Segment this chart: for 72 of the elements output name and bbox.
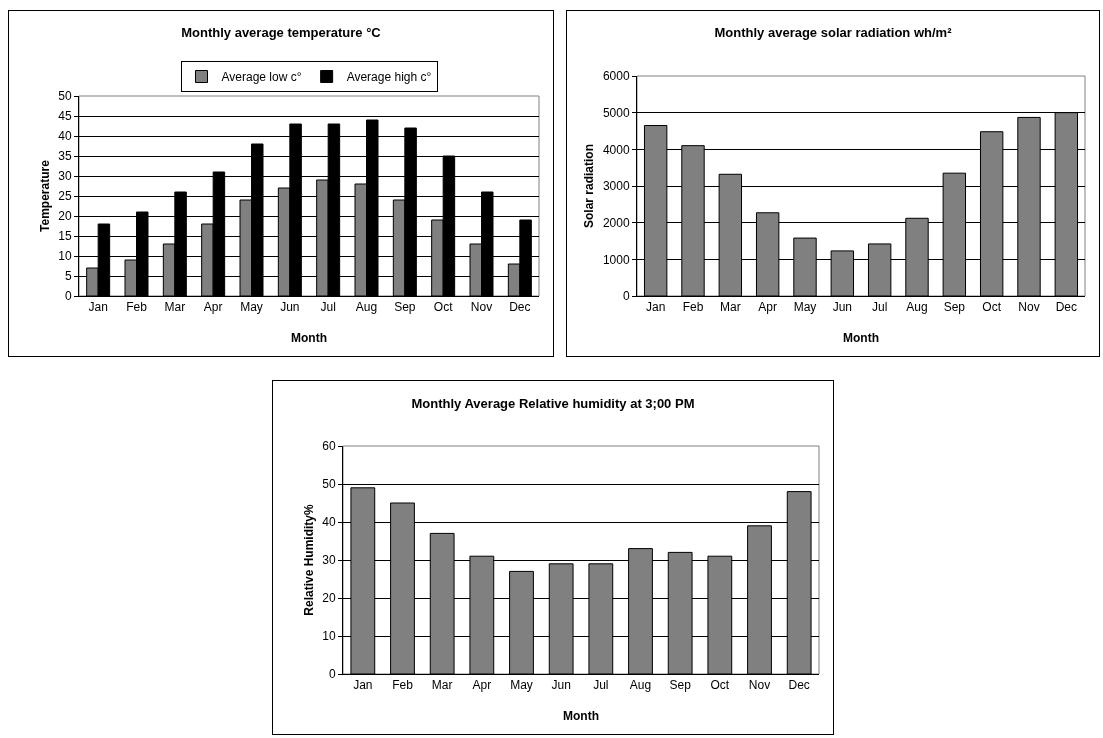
y-tick-label: 50: [58, 89, 72, 104]
y-tick-label: 60: [322, 439, 336, 454]
y-tick-label: 0: [622, 289, 630, 304]
x-tick-label: Feb: [392, 678, 414, 693]
x-tick-label: Dec: [788, 678, 810, 693]
x-tick-label: Aug: [629, 678, 652, 693]
x-tick-label: Aug: [355, 300, 378, 315]
y-axis-title: Relative Humidity%: [301, 503, 316, 616]
y-tick-label: 0: [64, 289, 72, 304]
x-tick-label: Jul: [872, 300, 888, 315]
x-tick-label: Jun: [832, 300, 853, 315]
x-axis-title: Month: [563, 709, 599, 723]
y-tick-label: 30: [58, 169, 72, 184]
y-tick-label: 3000: [602, 179, 630, 194]
x-axis-title: Month: [291, 331, 327, 345]
x-tick-label: Mar: [164, 300, 186, 315]
x-tick-label: Aug: [906, 300, 928, 315]
y-axis-title: Temperature: [37, 159, 52, 232]
x-tick-label: Sep: [394, 300, 416, 315]
chart-title: Monthly average temperature °C: [181, 25, 382, 41]
x-tick-label: Mar: [719, 300, 741, 315]
y-tick-label: 1000: [602, 252, 630, 267]
x-tick-label: Nov: [470, 300, 493, 315]
y-tick-label: 2000: [602, 215, 630, 230]
x-tick-label: Apr: [203, 300, 223, 315]
x-tick-label: Feb: [682, 300, 704, 315]
chart-title: Monthly Average Relative humidity at 3;00 PM: [411, 395, 695, 411]
x-tick-label: Jun: [280, 300, 300, 315]
x-tick-label: Dec: [1055, 300, 1077, 315]
y-tick-label: 50: [322, 477, 336, 492]
y-tick-label: 40: [322, 515, 336, 530]
y-tick-label: 15: [58, 229, 72, 244]
x-tick-label: Jun: [551, 678, 571, 693]
x-tick-label: May: [240, 300, 263, 315]
y-tick-label: 0: [328, 667, 336, 682]
y-tick-label: 5000: [602, 105, 630, 120]
y-tick-label: 35: [58, 149, 72, 164]
x-tick-label: Nov: [1018, 300, 1040, 315]
y-tick-label: 25: [58, 189, 72, 204]
y-tick-label: 45: [58, 109, 72, 124]
x-tick-label: Sep: [669, 678, 692, 693]
x-tick-label: Jul: [593, 678, 609, 693]
x-tick-label: Jan: [88, 300, 108, 315]
y-tick-label: 6000: [602, 69, 630, 84]
y-axis-title: Solar radiation: [582, 143, 597, 229]
x-tick-label: Jul: [320, 300, 336, 315]
x-tick-label: Jan: [645, 300, 666, 315]
x-tick-label: Oct: [982, 300, 1002, 315]
y-tick-label: 10: [322, 629, 336, 644]
legend-label: Average high c°: [346, 70, 432, 85]
x-tick-label: Apr: [758, 300, 778, 315]
x-tick-label: May: [510, 678, 533, 693]
y-tick-label: 10: [58, 249, 72, 264]
x-tick-label: Oct: [710, 678, 730, 693]
x-tick-label: May: [793, 300, 817, 315]
x-tick-label: Jan: [353, 678, 373, 693]
chart-title: Monthly average solar radiation wh/m²: [714, 25, 953, 41]
y-tick-label: 5: [64, 269, 72, 284]
x-tick-label: Sep: [943, 300, 966, 315]
x-tick-label: Feb: [126, 300, 148, 315]
y-tick-label: 20: [58, 209, 72, 224]
x-tick-label: Nov: [748, 678, 771, 693]
x-tick-label: Dec: [509, 300, 531, 315]
legend-label: Average low c°: [221, 70, 302, 85]
y-tick-label: 40: [58, 129, 72, 144]
y-tick-label: 20: [322, 591, 336, 606]
x-tick-label: Apr: [472, 678, 492, 693]
x-axis-title: Month: [843, 331, 879, 345]
y-tick-label: 4000: [602, 142, 630, 157]
x-tick-label: Oct: [433, 300, 454, 315]
y-tick-label: 30: [322, 553, 336, 568]
x-tick-label: Mar: [431, 678, 453, 693]
